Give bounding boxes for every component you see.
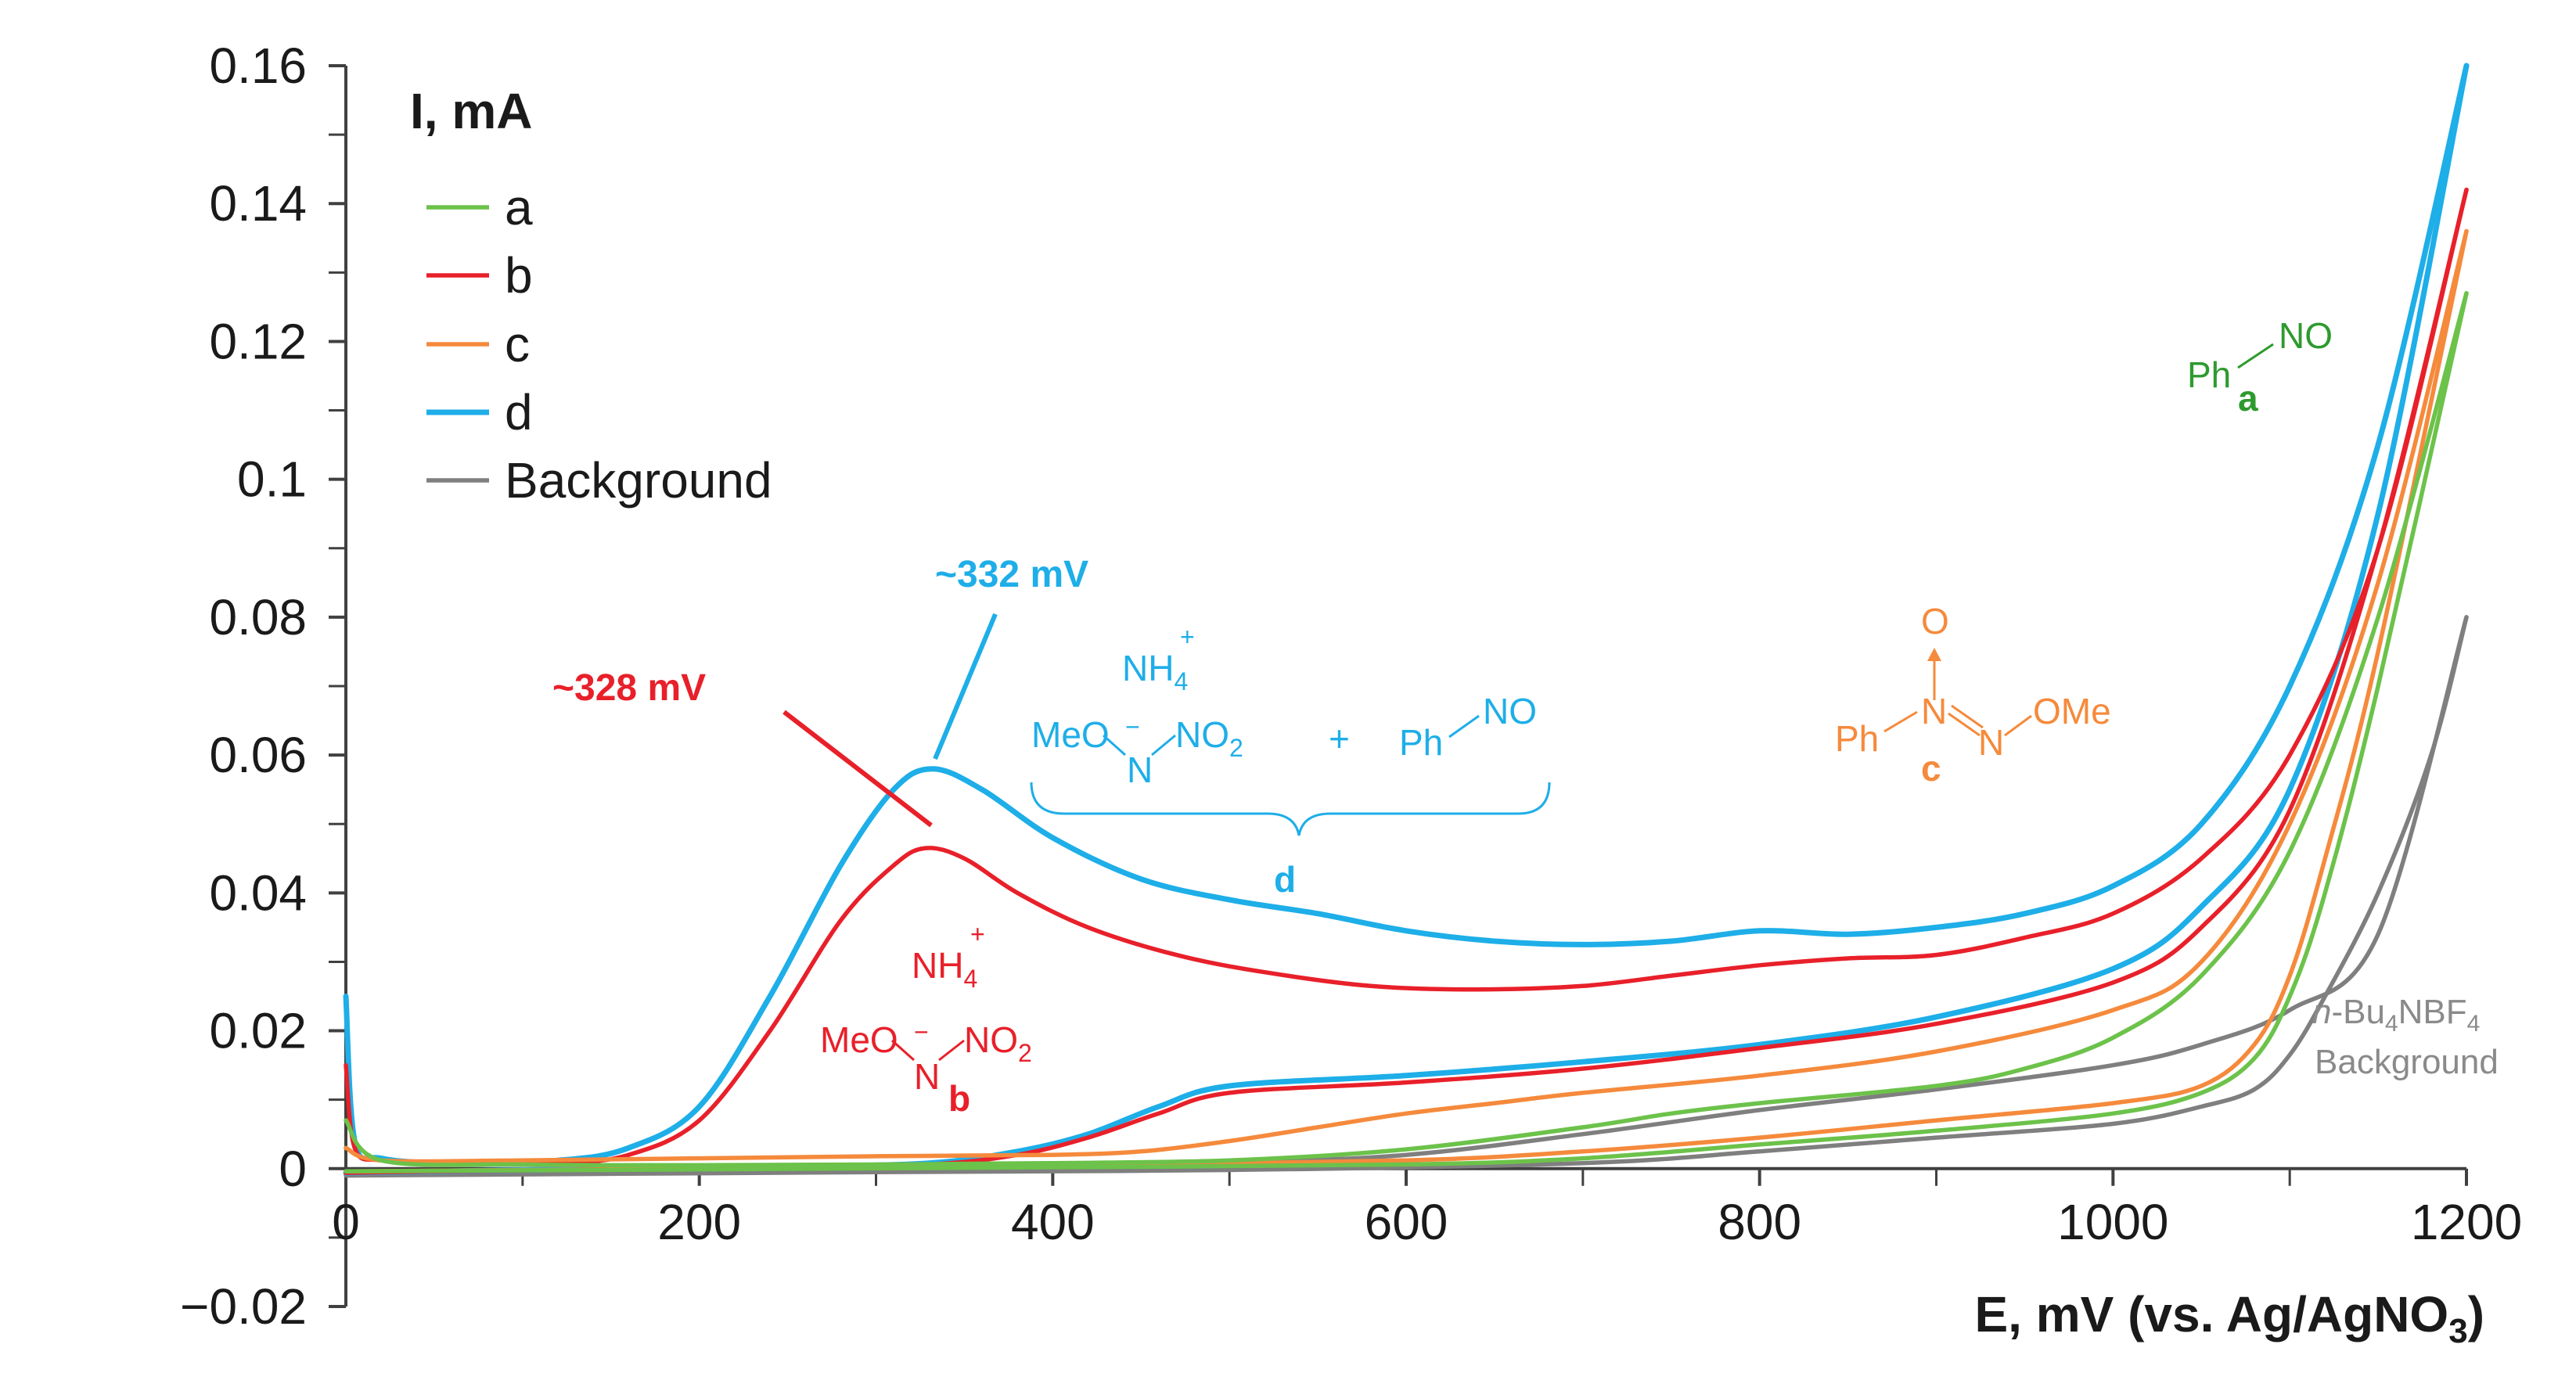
structure-d-bond3 [1448, 714, 1480, 739]
y-tick-label: 0 [279, 1141, 307, 1197]
y-tick-label: 0.12 [209, 313, 307, 369]
x-tick-label: 800 [1718, 1194, 1801, 1250]
structure-a-bond [2237, 343, 2274, 369]
structure-d-brace [1030, 782, 1551, 836]
structure-d-plus: + [1180, 623, 1195, 651]
structure-b-bond1 [891, 1039, 915, 1062]
y-tick-label: 0.08 [209, 589, 307, 645]
structure-d-plus-sign: + [1329, 718, 1350, 759]
x-ticks: 0 200 400 600 800 1000 1200 [332, 1168, 2522, 1250]
legend-label-d: d [505, 384, 533, 440]
structure-c-bond1 [1883, 710, 1918, 733]
structure-d-bond2 [1151, 734, 1176, 757]
legend-label-a: a [505, 179, 533, 235]
structure-d-ph: Ph [1399, 722, 1443, 763]
peak-b-label: ~328 mV [552, 667, 706, 709]
y-ticks: −0.02 0 0.02 0.04 0.06 0.08 0.1 0.12 0.14 0.16 [180, 38, 346, 1335]
legend-label-c: c [505, 316, 530, 372]
structure-c-o: O [1921, 601, 1949, 642]
structure-b-n: N [914, 1056, 940, 1097]
series-a-forward-scan [344, 291, 2469, 1168]
y-tick-label: 0.1 [237, 451, 307, 508]
structure-b-minus: − [914, 1018, 929, 1046]
structure-d-n: N [1127, 749, 1153, 790]
x-tick-label: 0 [332, 1194, 360, 1250]
series-c-forward-scan [344, 228, 2469, 1164]
structure-c-ph: Ph [1835, 718, 1879, 759]
structure-c-n2: N [1978, 722, 2004, 763]
background-electrolyte-label: n-Bu4NBF4 [2312, 993, 2480, 1037]
structure-c-azoxy-compound: O Ph N N OMe c [1835, 601, 2111, 789]
legend-label-b: b [505, 247, 533, 304]
axes: −0.02 0 0.02 0.04 0.06 0.08 0.1 0.12 0.14 0.16 0 2… [180, 38, 2522, 1335]
structure-b-nh4: NH4 [912, 945, 977, 993]
series-layer [343, 63, 2470, 1178]
x-tick-label: 600 [1365, 1194, 1448, 1250]
structure-b-label: b [948, 1078, 970, 1119]
series-b-forward-scan [344, 187, 2469, 1166]
structure-d-meo: MeO [1031, 714, 1110, 755]
structure-c-ome: OMe [2033, 691, 2111, 731]
y-tick-label: 0.02 [209, 1003, 307, 1059]
peak-b-leader-line [783, 710, 933, 828]
y-tick-label: 0.04 [209, 864, 307, 921]
series-background-reverse-scan [344, 615, 2469, 1178]
peak-d-label: ~332 mV [935, 554, 1088, 595]
structure-b-no2: NO2 [964, 1019, 1032, 1067]
structure-a-label: a [2238, 378, 2258, 419]
structure-d-no: NO [1483, 691, 1537, 731]
series-d-reverse-scan [343, 63, 2470, 1176]
x-axis-title: E, mV (vs. Ag/AgNO3) [1974, 1286, 2484, 1350]
structure-a-no: NO [2279, 315, 2333, 356]
structure-d-minus: − [1125, 713, 1140, 741]
series-d-forward-scan [343, 63, 2470, 1166]
background-annotation: n-Bu4NBF4 Background [2312, 993, 2499, 1081]
structure-d-no2: NO2 [1175, 714, 1243, 762]
structure-d-mixture: NH4 + MeO − N NO2 + Ph NO d [1030, 623, 1551, 900]
structure-d-nh4: NH4 [1122, 648, 1188, 695]
structure-d-label: d [1274, 859, 1296, 900]
y-tick-label: 0.16 [209, 38, 307, 94]
structure-c-label: c [1921, 748, 1941, 789]
structure-b-meo: MeO [820, 1019, 898, 1060]
y-tick-label: −0.02 [180, 1278, 307, 1335]
x-tick-label: 1200 [2411, 1194, 2522, 1250]
peak-annotation-b: ~328 mV [552, 667, 933, 828]
y-axis-title: I, mA [410, 83, 532, 139]
structure-a-nitrosobenzene: Ph NO a [2187, 315, 2333, 419]
structure-c-n1: N [1921, 691, 1947, 731]
x-tick-label: 200 [657, 1194, 741, 1250]
y-tick-label: 0.06 [209, 727, 307, 783]
x-tick-label: 400 [1011, 1194, 1095, 1250]
structure-c-bond2 [2004, 714, 2032, 737]
peak-d-leader-line [933, 613, 998, 760]
y-tick-label: 0.14 [209, 175, 307, 232]
structure-c-arrow-head [1927, 648, 1941, 661]
structure-b-bond2 [938, 1039, 965, 1062]
structure-a-ph: Ph [2187, 354, 2231, 395]
series-a-reverse-scan [344, 291, 2469, 1174]
structure-c-double-bond-1 [1948, 712, 1981, 737]
structure-b-ammonium-salt: NH4 + MeO − N NO2 b [820, 920, 1032, 1119]
legend-label-background: Background [505, 452, 772, 509]
structure-c-double-bond-2 [1951, 704, 1984, 729]
background-annotation-label: Background [2315, 1043, 2499, 1081]
structure-b-plus: + [970, 920, 985, 948]
x-tick-label: 1000 [2057, 1194, 2168, 1250]
peak-annotation-d: ~332 mV [933, 554, 1088, 760]
structure-d-bond1 [1103, 734, 1126, 757]
